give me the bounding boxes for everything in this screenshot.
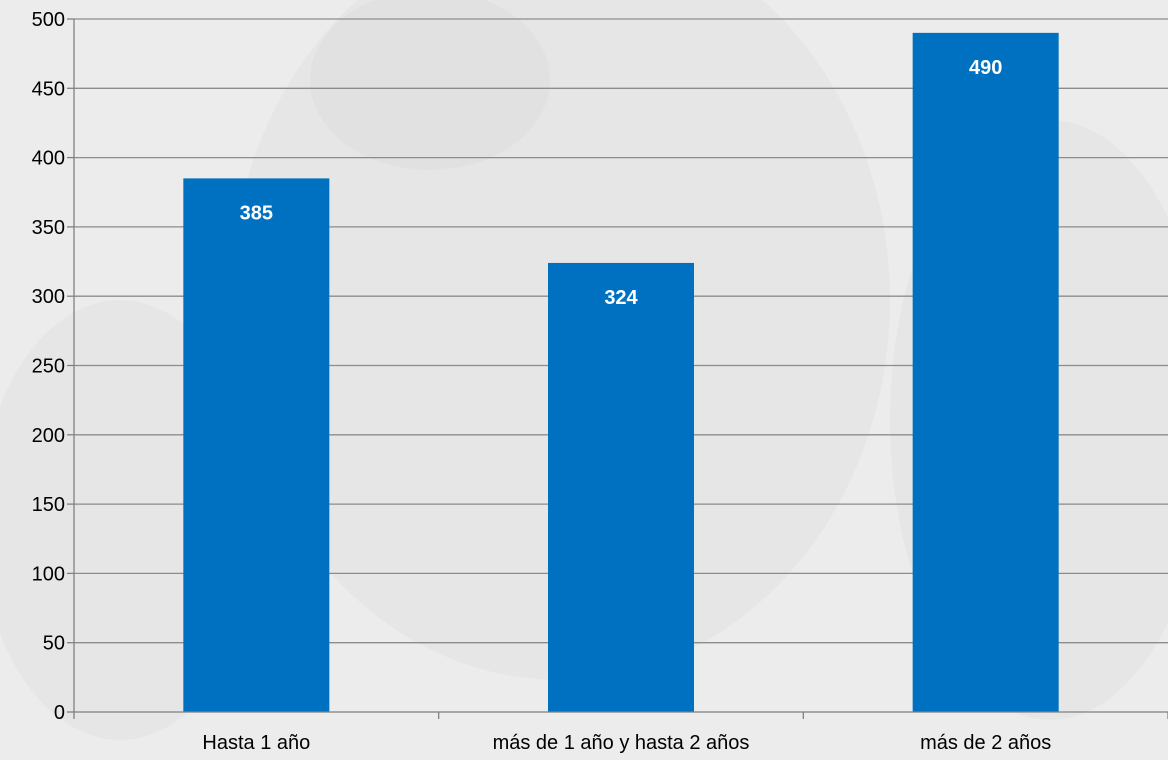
bar [912, 32, 1059, 713]
labels: 0 50 100 150 200 250 300 350 400 450 500 385 324 490 H… [32, 9, 1052, 754]
y-tick-label: 500 [32, 9, 65, 31]
y-tick-label: 150 [32, 494, 65, 516]
y-tick-label: 50 [43, 633, 65, 655]
y-tick-label: 400 [32, 148, 65, 170]
bar [548, 262, 694, 712]
x-category-label: más de 1 año y hasta 2 años [493, 732, 750, 754]
y-tick-label: 250 [32, 356, 65, 378]
x-category-label: más de 2 años [920, 732, 1051, 754]
axes [73, 19, 1168, 719]
y-tick-label: 200 [32, 425, 65, 447]
x-category-label: Hasta 1 año [202, 732, 310, 754]
y-tick-label: 450 [32, 78, 65, 100]
y-tick-label: 0 [54, 702, 65, 724]
data-label: 490 [969, 57, 1002, 79]
bar [183, 178, 330, 712]
data-label: 385 [240, 202, 273, 224]
bars [183, 32, 1059, 713]
data-label: 324 [604, 287, 638, 309]
y-tick-label: 100 [32, 563, 65, 585]
y-tick-label: 350 [32, 217, 65, 239]
watermark-shape [310, 0, 550, 170]
y-tick-label: 300 [32, 286, 65, 308]
